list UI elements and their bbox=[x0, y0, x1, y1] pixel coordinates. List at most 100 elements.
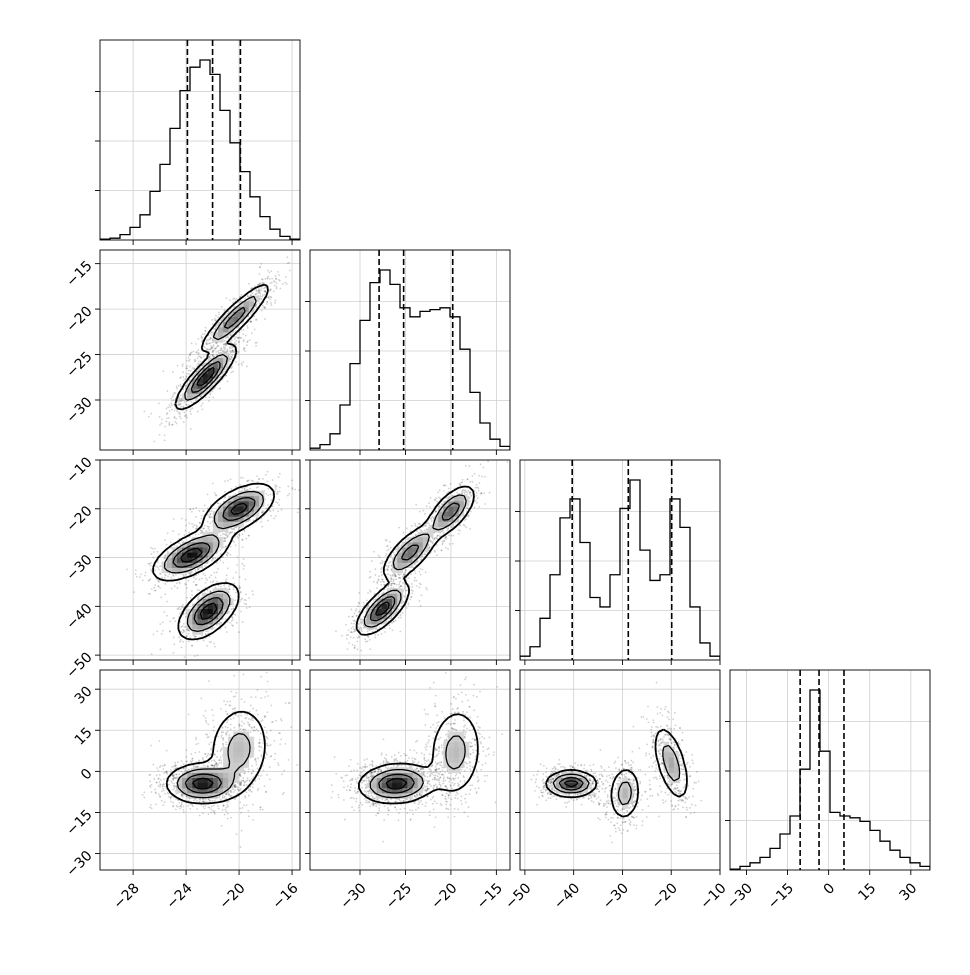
scatter-point bbox=[224, 368, 226, 370]
scatter-point bbox=[182, 641, 184, 643]
scatter-point bbox=[202, 510, 204, 512]
scatter-point bbox=[387, 573, 389, 575]
scatter-point bbox=[380, 571, 382, 573]
scatter-point bbox=[178, 608, 180, 610]
scatter-point bbox=[414, 525, 416, 527]
scatter-point bbox=[462, 479, 464, 481]
scatter-point bbox=[260, 295, 262, 297]
scatter-point bbox=[350, 609, 352, 611]
scatter-point bbox=[438, 497, 440, 499]
scatter-point bbox=[420, 568, 422, 570]
scatter-point bbox=[256, 517, 258, 519]
scatter-point bbox=[366, 607, 368, 609]
scatter-point bbox=[425, 587, 427, 589]
scatter-point bbox=[428, 502, 430, 504]
scatter-point bbox=[249, 488, 251, 490]
scatter-point bbox=[306, 652, 308, 654]
scatter-point bbox=[180, 385, 182, 387]
scatter-point bbox=[262, 304, 264, 306]
scatter-point bbox=[381, 633, 383, 635]
scatter-point bbox=[245, 538, 247, 540]
scatter-point bbox=[229, 347, 231, 349]
scatter-point bbox=[172, 617, 174, 619]
scatter-point bbox=[201, 578, 203, 580]
scatter-point bbox=[169, 404, 171, 406]
scatter-point bbox=[366, 600, 368, 602]
scatter-point bbox=[282, 283, 284, 285]
density-cell bbox=[197, 383, 202, 388]
scatter-point bbox=[174, 392, 176, 394]
scatter-point bbox=[209, 397, 211, 399]
scatter-point bbox=[231, 354, 233, 356]
scatter-point bbox=[269, 298, 271, 300]
histogram-step bbox=[100, 60, 300, 240]
scatter-point bbox=[220, 503, 222, 505]
scatter-point bbox=[403, 595, 405, 597]
scatter-point bbox=[205, 327, 207, 329]
scatter-point bbox=[160, 573, 162, 575]
scatter-point bbox=[195, 534, 197, 536]
scatter-point bbox=[341, 635, 343, 637]
scatter-point bbox=[226, 631, 228, 633]
scatter-point bbox=[166, 417, 168, 419]
scatter-point bbox=[264, 307, 266, 309]
scatter-point bbox=[353, 628, 355, 630]
scatter-point bbox=[224, 309, 226, 311]
scatter-point bbox=[250, 288, 252, 290]
scatter-point bbox=[188, 373, 190, 375]
scatter-point bbox=[443, 540, 445, 542]
scatter-point bbox=[381, 562, 383, 564]
scatter-point bbox=[214, 347, 216, 349]
scatter-point bbox=[465, 518, 467, 520]
scatter-point bbox=[352, 615, 354, 617]
scatter-point bbox=[446, 530, 448, 532]
scatter-point bbox=[418, 587, 420, 589]
density-cell bbox=[218, 363, 223, 368]
scatter-point bbox=[259, 283, 261, 285]
scatter-point bbox=[411, 583, 413, 585]
scatter-point bbox=[222, 556, 224, 558]
scatter-point bbox=[191, 342, 193, 344]
scatter-point bbox=[348, 642, 350, 644]
scatter-point bbox=[126, 568, 128, 570]
scatter-point bbox=[369, 648, 371, 650]
scatter-point bbox=[183, 421, 185, 423]
scatter-point bbox=[248, 283, 250, 285]
scatter-point bbox=[224, 347, 226, 349]
scatter-point bbox=[411, 593, 413, 595]
scatter-point bbox=[239, 576, 241, 578]
scatter-point bbox=[415, 534, 417, 536]
scatter-point bbox=[275, 484, 277, 486]
scatter-point bbox=[223, 533, 225, 535]
scatter-point bbox=[414, 577, 416, 579]
scatter-point bbox=[388, 624, 390, 626]
scatter-point bbox=[225, 345, 227, 347]
scatter-point bbox=[176, 388, 178, 390]
scatter-point bbox=[154, 569, 156, 571]
scatter-point bbox=[352, 644, 354, 646]
scatter-point bbox=[276, 286, 278, 288]
scatter-point bbox=[188, 532, 190, 534]
scatter-point bbox=[454, 522, 456, 524]
scatter-point bbox=[441, 549, 443, 551]
scatter-point bbox=[225, 534, 227, 536]
scatter-point bbox=[441, 541, 443, 543]
scatter-point bbox=[170, 542, 172, 544]
scatter-point bbox=[484, 476, 486, 478]
scatter-point bbox=[183, 623, 185, 625]
scatter-point bbox=[270, 515, 272, 517]
scatter-point bbox=[198, 589, 200, 591]
scatter-point bbox=[176, 546, 178, 548]
scatter-point bbox=[399, 577, 401, 579]
scatter-point bbox=[174, 417, 176, 419]
scatter-point bbox=[171, 400, 173, 402]
scatter-point bbox=[391, 622, 393, 624]
scatter-point bbox=[469, 528, 471, 530]
scatter-point bbox=[232, 371, 234, 373]
scatter-point bbox=[476, 484, 478, 486]
scatter-point bbox=[245, 599, 247, 601]
scatter-point bbox=[214, 319, 216, 321]
density-cell bbox=[244, 496, 249, 501]
scatter-point bbox=[208, 526, 210, 528]
histogram-step bbox=[520, 480, 720, 660]
